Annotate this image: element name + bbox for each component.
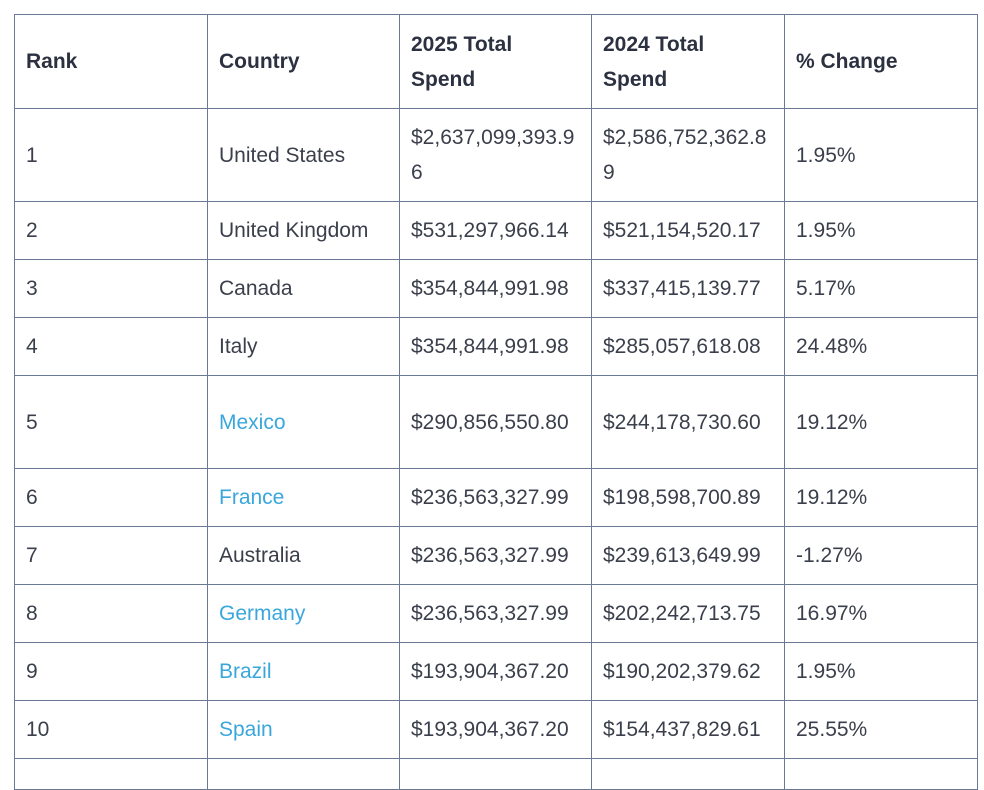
- table-row: 4 Italy $354,844,991.98 $285,057,618.08 …: [14, 317, 978, 376]
- cell-change: 19.12%: [784, 468, 978, 527]
- cell-country: Mexico: [207, 375, 400, 469]
- table-row-partial: [14, 758, 978, 790]
- country-link-france[interactable]: France: [219, 486, 285, 509]
- cell-country: Spain: [207, 700, 400, 759]
- table-row: 8 Germany $236,563,327.99 $202,242,713.7…: [14, 584, 978, 643]
- country-link-brazil[interactable]: Brazil: [219, 660, 272, 683]
- cell-spend-2025: $2,637,099,393.96: [399, 108, 592, 202]
- header-country: Country: [207, 14, 400, 109]
- cell-spend-2024: $198,598,700.89: [591, 468, 785, 527]
- cell-change: 5.17%: [784, 259, 978, 318]
- cell-empty: [207, 758, 400, 790]
- cell-empty: [784, 758, 978, 790]
- cell-country: United Kingdom: [207, 201, 400, 260]
- cell-spend-2024: $239,613,649.99: [591, 526, 785, 585]
- table-row: 6 France $236,563,327.99 $198,598,700.89…: [14, 468, 978, 527]
- country-link-germany[interactable]: Germany: [219, 602, 306, 625]
- cell-country: France: [207, 468, 400, 527]
- cell-spend-2024: $154,437,829.61: [591, 700, 785, 759]
- cell-rank: 2: [14, 201, 208, 260]
- cell-spend-2024: $2,586,752,362.89: [591, 108, 785, 202]
- cell-spend-2025: $236,563,327.99: [399, 584, 592, 643]
- cell-empty: [399, 758, 592, 790]
- table-row: 1 United States $2,637,099,393.96 $2,586…: [14, 108, 978, 202]
- cell-spend-2025: $290,856,550.80: [399, 375, 592, 469]
- cell-empty: [591, 758, 785, 790]
- cell-spend-2024: $337,415,139.77: [591, 259, 785, 318]
- cell-empty: [14, 758, 208, 790]
- cell-country: United States: [207, 108, 400, 202]
- cell-rank: 5: [14, 375, 208, 469]
- cell-country: Germany: [207, 584, 400, 643]
- cell-change: 1.95%: [784, 108, 978, 202]
- cell-country: Italy: [207, 317, 400, 376]
- cell-spend-2024: $202,242,713.75: [591, 584, 785, 643]
- cell-spend-2025: $193,904,367.20: [399, 700, 592, 759]
- cell-spend-2024: $285,057,618.08: [591, 317, 785, 376]
- header-2024-total-spend: 2024 Total Spend: [591, 14, 785, 109]
- country-spend-table: Rank Country 2025 Total Spend 2024 Total…: [14, 14, 978, 790]
- cell-spend-2025: $193,904,367.20: [399, 642, 592, 701]
- header-rank: Rank: [14, 14, 208, 109]
- cell-change: 24.48%: [784, 317, 978, 376]
- cell-rank: 9: [14, 642, 208, 701]
- cell-country: Canada: [207, 259, 400, 318]
- header-percent-change: % Change: [784, 14, 978, 109]
- cell-spend-2024: $190,202,379.62: [591, 642, 785, 701]
- cell-rank: 10: [14, 700, 208, 759]
- country-link-spain[interactable]: Spain: [219, 718, 273, 741]
- cell-spend-2025: $531,297,966.14: [399, 201, 592, 260]
- header-2025-total-spend: 2025 Total Spend: [399, 14, 592, 109]
- country-link-mexico[interactable]: Mexico: [219, 410, 286, 434]
- cell-rank: 6: [14, 468, 208, 527]
- table-header-row: Rank Country 2025 Total Spend 2024 Total…: [14, 14, 978, 109]
- table-row: 2 United Kingdom $531,297,966.14 $521,15…: [14, 201, 978, 260]
- table-body: 1 United States $2,637,099,393.96 $2,586…: [14, 108, 978, 790]
- table-row: 3 Canada $354,844,991.98 $337,415,139.77…: [14, 259, 978, 318]
- cell-country: Brazil: [207, 642, 400, 701]
- cell-change: 25.55%: [784, 700, 978, 759]
- table-row: 9 Brazil $193,904,367.20 $190,202,379.62…: [14, 642, 978, 701]
- table-row: 10 Spain $193,904,367.20 $154,437,829.61…: [14, 700, 978, 759]
- cell-rank: 7: [14, 526, 208, 585]
- cell-rank: 8: [14, 584, 208, 643]
- cell-change: -1.27%: [784, 526, 978, 585]
- cell-spend-2025: $354,844,991.98: [399, 317, 592, 376]
- cell-country: Australia: [207, 526, 400, 585]
- cell-spend-2025: $236,563,327.99: [399, 526, 592, 585]
- cell-change: 1.95%: [784, 201, 978, 260]
- cell-rank: 1: [14, 108, 208, 202]
- cell-spend-2025: $236,563,327.99: [399, 468, 592, 527]
- cell-rank: 4: [14, 317, 208, 376]
- table-row: 7 Australia $236,563,327.99 $239,613,649…: [14, 526, 978, 585]
- cell-spend-2024: $521,154,520.17: [591, 201, 785, 260]
- cell-change: 16.97%: [784, 584, 978, 643]
- cell-change: 1.95%: [784, 642, 978, 701]
- cell-change: 19.12%: [784, 375, 978, 469]
- spend-table-container: Rank Country 2025 Total Spend 2024 Total…: [14, 14, 978, 790]
- cell-spend-2024: $244,178,730.60: [591, 375, 785, 469]
- cell-rank: 3: [14, 259, 208, 318]
- table-row: 5 Mexico $290,856,550.80 $244,178,730.60…: [14, 375, 978, 469]
- cell-spend-2025: $354,844,991.98: [399, 259, 592, 318]
